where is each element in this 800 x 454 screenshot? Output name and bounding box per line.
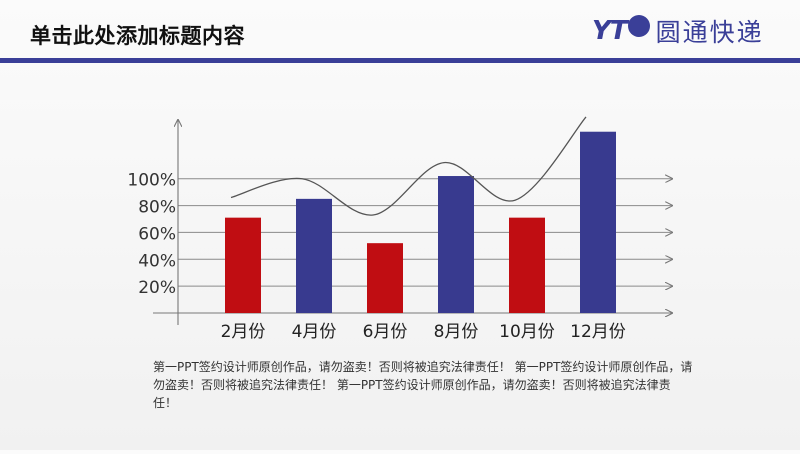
bar bbox=[580, 131, 616, 313]
header: 单击此处添加标题内容 YT 圆通快递 bbox=[0, 0, 800, 63]
bar bbox=[367, 243, 403, 313]
logo-text: 圆通快递 bbox=[655, 18, 764, 47]
bar bbox=[509, 217, 545, 313]
x-tick-label: 10月份 bbox=[499, 322, 555, 342]
brand-logo: YT 圆通快递 bbox=[592, 14, 764, 48]
logo-circle-icon bbox=[627, 15, 650, 37]
logo-mark: YT bbox=[592, 16, 628, 46]
x-tick-label: 8月份 bbox=[434, 322, 479, 342]
page-title[interactable]: 单击此处添加标题内容 bbox=[30, 24, 245, 48]
y-tick-label: 20% bbox=[138, 278, 176, 298]
bar bbox=[296, 198, 332, 313]
y-tick-label: 100% bbox=[127, 171, 176, 191]
trend-line bbox=[230, 116, 587, 216]
y-tick-label: 80% bbox=[138, 198, 176, 218]
x-tick-label: 12月份 bbox=[570, 322, 626, 342]
bar bbox=[438, 176, 474, 313]
x-tick-label: 4月份 bbox=[292, 322, 337, 342]
footer-note[interactable]: 第一PPT签约设计师原创作品，请勿盗卖！否则将被追究法律责任！ 第一PPT签约设… bbox=[153, 360, 693, 410]
axis-labels: 20% 40% 60% 80% 100% 2月份 4月份 6月份 8月份 10月份 12月份 bbox=[127, 171, 625, 342]
bars bbox=[225, 131, 616, 313]
y-tick-label: 60% bbox=[138, 224, 176, 244]
x-tick-label: 6月份 bbox=[363, 322, 408, 342]
header-divider bbox=[0, 58, 800, 63]
trend-line-group bbox=[230, 116, 587, 216]
bar bbox=[225, 217, 261, 313]
x-tick-label: 2月份 bbox=[221, 322, 266, 342]
y-tick-label: 40% bbox=[138, 251, 176, 271]
